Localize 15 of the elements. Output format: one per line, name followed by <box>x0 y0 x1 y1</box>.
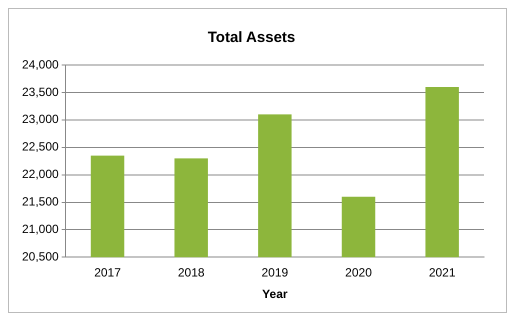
x-tick-label: 2019 <box>262 266 289 280</box>
chart-title: Total Assets <box>208 29 296 46</box>
x-tick-label: 2018 <box>178 266 205 280</box>
y-tick-label: 22,500 <box>22 140 60 154</box>
y-tick-label: 23,000 <box>22 112 60 126</box>
x-axis-title: Year <box>262 287 288 302</box>
y-tick-label: 22,000 <box>22 167 60 182</box>
x-tick-label: 2020 <box>345 266 372 280</box>
x-tick-label: 2017 <box>94 266 122 280</box>
y-tick-label: 20,500 <box>22 250 60 264</box>
y-tick-label: 21,000 <box>22 222 60 236</box>
y-tick-label: 21,500 <box>22 194 60 209</box>
y-tick-label: 23,500 <box>22 84 60 99</box>
y-tick-label: 24,000 <box>22 57 60 72</box>
x-tick-label: 2021 <box>428 266 456 280</box>
